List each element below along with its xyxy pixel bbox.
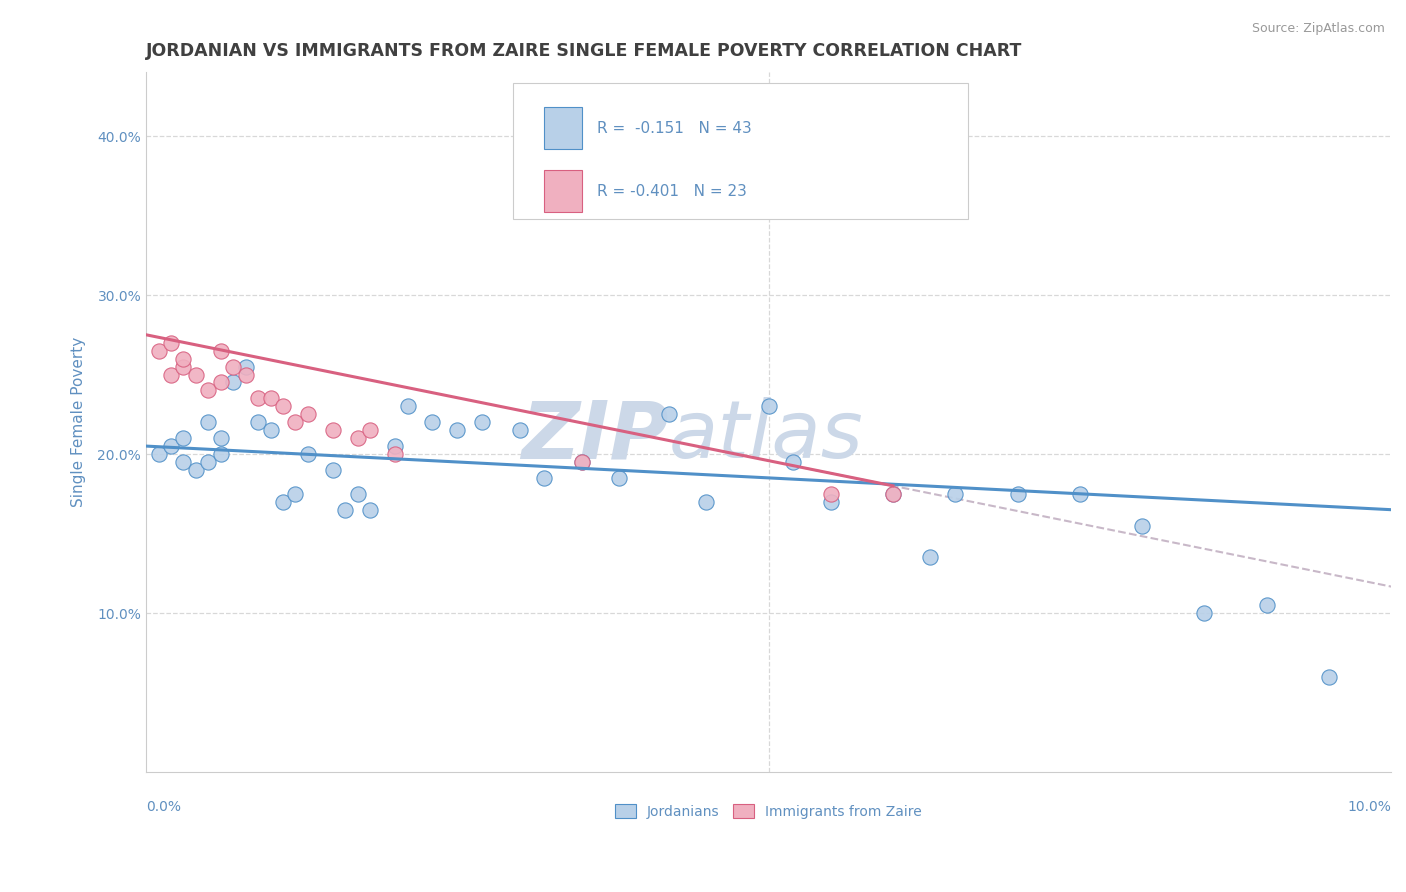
Point bbox=[235, 359, 257, 374]
Point bbox=[271, 494, 294, 508]
Point bbox=[209, 343, 232, 358]
Point bbox=[297, 407, 319, 421]
Text: R =  -0.151   N = 43: R = -0.151 N = 43 bbox=[596, 121, 751, 136]
FancyBboxPatch shape bbox=[513, 83, 967, 219]
Point bbox=[259, 392, 281, 406]
Point bbox=[396, 400, 419, 414]
Point bbox=[160, 368, 183, 382]
Point bbox=[160, 439, 183, 453]
Point bbox=[322, 423, 344, 437]
Point bbox=[184, 368, 207, 382]
Point bbox=[322, 463, 344, 477]
Point bbox=[346, 431, 368, 445]
Point bbox=[1194, 606, 1216, 620]
Point bbox=[422, 415, 444, 429]
Point bbox=[209, 447, 232, 461]
Point bbox=[209, 376, 232, 390]
Point bbox=[882, 487, 904, 501]
Point bbox=[1069, 487, 1091, 501]
Point bbox=[820, 494, 842, 508]
Point bbox=[172, 351, 194, 366]
Y-axis label: Single Female Poverty: Single Female Poverty bbox=[72, 337, 86, 508]
Point bbox=[172, 359, 194, 374]
Text: 10.0%: 10.0% bbox=[1347, 800, 1391, 814]
Point bbox=[509, 423, 531, 437]
Point bbox=[222, 359, 245, 374]
FancyBboxPatch shape bbox=[544, 170, 582, 212]
Point bbox=[247, 392, 270, 406]
Point bbox=[471, 415, 494, 429]
Point bbox=[1317, 670, 1340, 684]
Point bbox=[1007, 487, 1029, 501]
Point bbox=[297, 447, 319, 461]
Point bbox=[335, 502, 357, 516]
Point bbox=[658, 407, 681, 421]
Point bbox=[346, 487, 368, 501]
Legend: Jordanians, Immigrants from Zaire: Jordanians, Immigrants from Zaire bbox=[609, 798, 928, 824]
FancyBboxPatch shape bbox=[544, 107, 582, 149]
Point bbox=[148, 447, 170, 461]
Point bbox=[571, 455, 593, 469]
Point bbox=[920, 550, 942, 565]
Point bbox=[384, 439, 406, 453]
Text: JORDANIAN VS IMMIGRANTS FROM ZAIRE SINGLE FEMALE POVERTY CORRELATION CHART: JORDANIAN VS IMMIGRANTS FROM ZAIRE SINGL… bbox=[146, 42, 1022, 60]
Text: atlas: atlas bbox=[669, 397, 863, 475]
Text: Source: ZipAtlas.com: Source: ZipAtlas.com bbox=[1251, 22, 1385, 36]
Point bbox=[782, 455, 804, 469]
Text: ZIP: ZIP bbox=[522, 397, 669, 475]
Point bbox=[1256, 598, 1278, 612]
Text: R = -0.401   N = 23: R = -0.401 N = 23 bbox=[596, 184, 747, 199]
Point bbox=[284, 487, 307, 501]
Point bbox=[172, 455, 194, 469]
Point bbox=[607, 471, 630, 485]
Text: 0.0%: 0.0% bbox=[146, 800, 181, 814]
Point bbox=[197, 415, 219, 429]
Point bbox=[271, 400, 294, 414]
Point bbox=[197, 455, 219, 469]
Point bbox=[820, 487, 842, 501]
Point bbox=[235, 368, 257, 382]
Point bbox=[384, 447, 406, 461]
Point bbox=[758, 400, 780, 414]
Point bbox=[209, 431, 232, 445]
Point bbox=[533, 471, 555, 485]
Point bbox=[247, 415, 270, 429]
Point bbox=[359, 423, 381, 437]
Point bbox=[172, 431, 194, 445]
Point bbox=[148, 343, 170, 358]
Point bbox=[446, 423, 468, 437]
Point bbox=[259, 423, 281, 437]
Point bbox=[943, 487, 966, 501]
Point bbox=[160, 335, 183, 350]
Point bbox=[184, 463, 207, 477]
Point bbox=[222, 376, 245, 390]
Point bbox=[882, 487, 904, 501]
Point bbox=[359, 502, 381, 516]
Point bbox=[284, 415, 307, 429]
Point bbox=[695, 494, 717, 508]
Point bbox=[197, 384, 219, 398]
Point bbox=[1130, 518, 1153, 533]
Point bbox=[571, 455, 593, 469]
